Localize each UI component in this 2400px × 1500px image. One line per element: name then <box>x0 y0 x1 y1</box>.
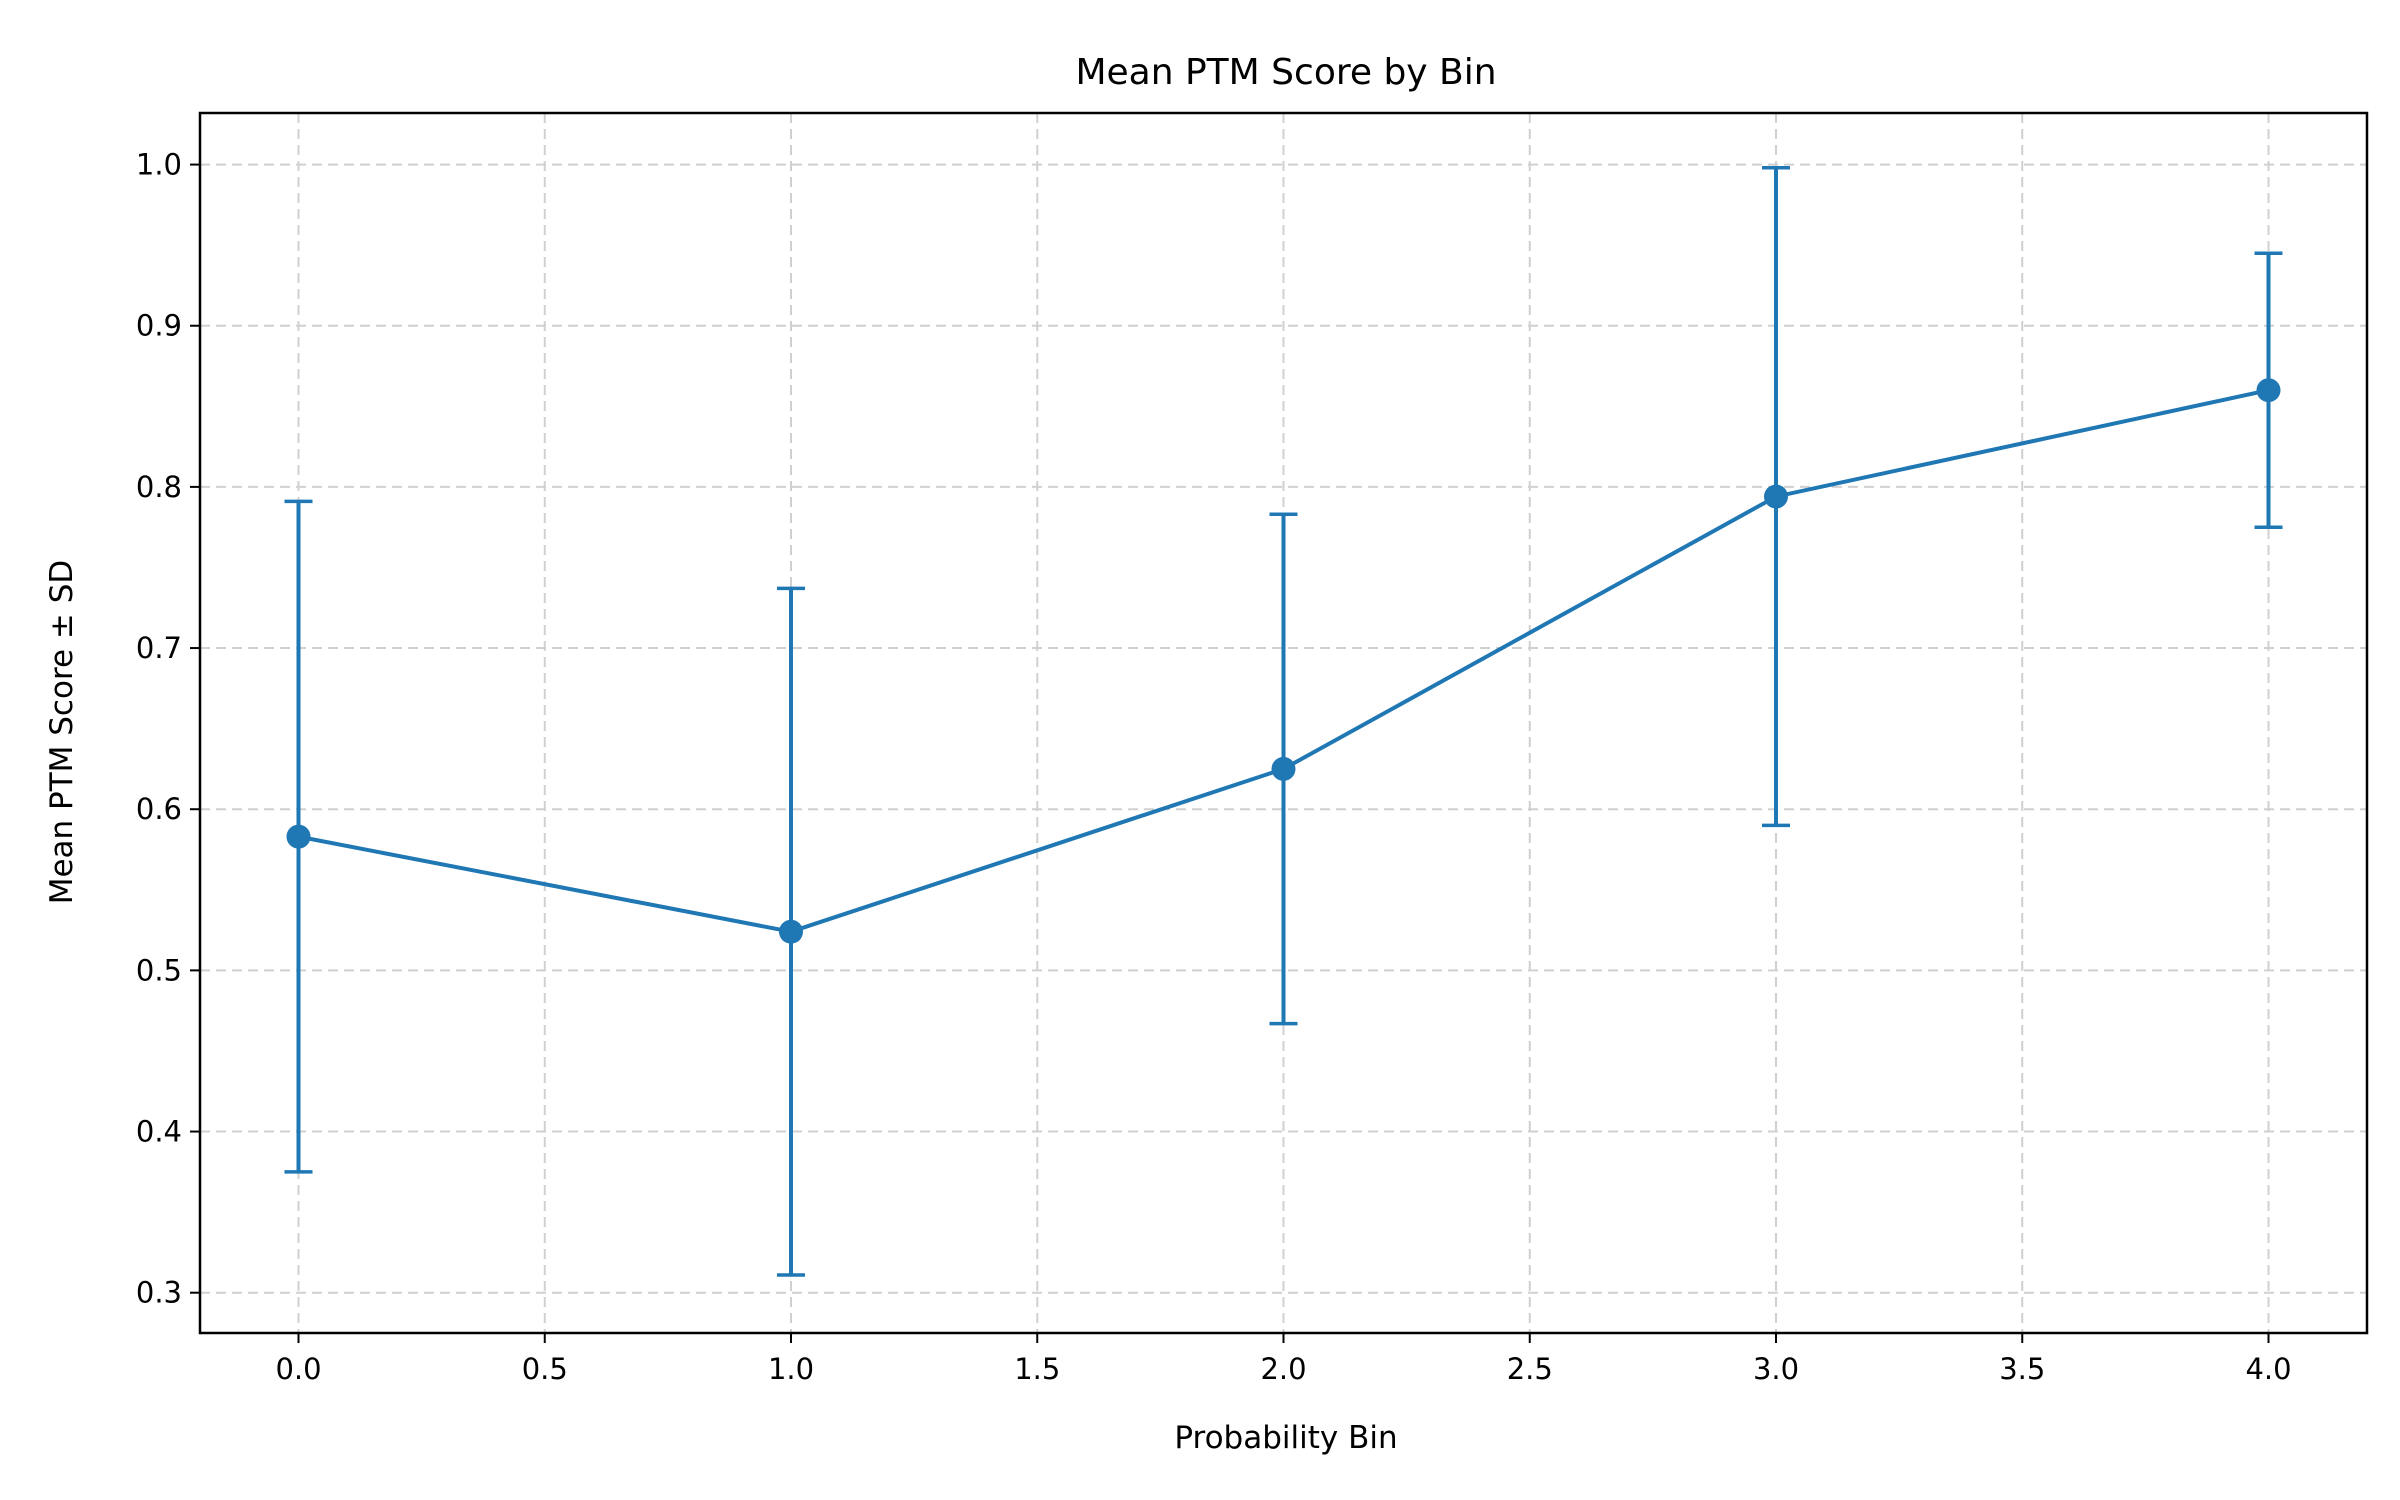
y-tick-label: 0.3 <box>136 1276 182 1310</box>
x-tick-label: 1.5 <box>1014 1352 1060 1386</box>
x-tick-label: 1.0 <box>768 1352 814 1386</box>
x-tick-label: 0.0 <box>275 1352 321 1386</box>
y-tick-label: 0.4 <box>136 1115 182 1149</box>
tick-layer: 0.0 0.5 1.0 1.5 2.0 2.5 3.0 3.5 4.0 0.3 0.4 0.5 0.6 0… <box>136 148 2292 1386</box>
y-tick-label: 0.7 <box>136 631 182 665</box>
data-point <box>779 919 803 944</box>
data-point <box>1764 484 1788 509</box>
x-axis-label: Probability Bin <box>1174 1420 1397 1456</box>
y-tick-label: 0.8 <box>136 470 182 504</box>
x-tick-label: 4.0 <box>2245 1352 2291 1386</box>
data-point <box>286 824 311 849</box>
y-tick-label: 0.9 <box>136 309 182 343</box>
y-tick-label: 1.0 <box>136 148 182 182</box>
x-tick-label: 3.0 <box>1753 1352 1799 1386</box>
y-tick-label: 0.6 <box>136 792 182 826</box>
x-tick-label: 0.5 <box>522 1352 568 1386</box>
data-layer <box>284 166 2283 1277</box>
y-tick-label: 0.5 <box>136 953 182 987</box>
grid-layer <box>200 113 2367 1333</box>
data-point <box>1271 756 1296 781</box>
y-axis-label: Mean PTM Score ± SD <box>44 560 80 905</box>
x-tick-label: 3.5 <box>1999 1352 2045 1386</box>
chart-title: Mean PTM Score by Bin <box>1075 52 1496 93</box>
x-tick-label: 2.0 <box>1260 1352 1306 1386</box>
data-point <box>2256 378 2281 403</box>
x-tick-label: 2.5 <box>1507 1352 1553 1386</box>
